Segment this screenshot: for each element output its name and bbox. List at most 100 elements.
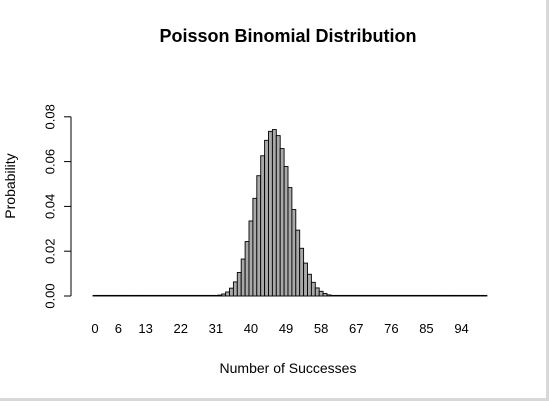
bar — [322, 293, 328, 297]
bar — [346, 294, 351, 297]
bar — [112, 294, 117, 297]
bar — [295, 229, 301, 297]
bar — [217, 294, 223, 297]
bar — [205, 294, 211, 297]
bar — [310, 281, 316, 297]
bar — [369, 294, 375, 297]
x-axis-label: Number of Successes — [220, 360, 357, 376]
bar — [400, 294, 406, 297]
bar — [240, 258, 246, 297]
chart-title: Poisson Binomial Distribution — [159, 26, 416, 46]
x-tick-label: 31 — [209, 321, 223, 336]
bar — [197, 294, 203, 297]
bar — [268, 130, 273, 297]
x-tick-label: 22 — [174, 321, 188, 336]
bar — [416, 294, 422, 297]
bar — [361, 294, 367, 297]
bar — [307, 273, 312, 297]
bar — [275, 135, 281, 297]
bar — [385, 294, 390, 297]
bar — [377, 294, 383, 297]
bar — [314, 287, 320, 297]
bar — [186, 294, 191, 297]
bar — [166, 294, 172, 297]
bar — [123, 294, 129, 297]
x-tick-label: 49 — [279, 321, 293, 336]
bar — [424, 294, 429, 297]
bar — [139, 294, 145, 297]
x-tick-label: 94 — [454, 321, 468, 336]
y-tick-label: 0.00 — [43, 283, 58, 308]
bar — [478, 294, 484, 297]
bar — [135, 294, 141, 297]
bar — [252, 197, 258, 297]
bar — [170, 294, 176, 297]
x-tick-label: 76 — [384, 321, 398, 336]
bar — [373, 294, 379, 297]
bar — [408, 294, 414, 297]
x-tick-label: 6 — [115, 321, 122, 336]
bar — [225, 291, 230, 297]
bar — [236, 272, 242, 297]
x-tick-label: 0 — [91, 321, 98, 336]
bar — [334, 294, 340, 297]
bar — [392, 294, 398, 297]
bar — [303, 262, 308, 297]
x-tick-label: 40 — [244, 321, 258, 336]
y-axis: 0.00 0.02 0.04 0.06 0.08 — [43, 104, 72, 309]
bar — [209, 294, 215, 297]
bar — [466, 294, 472, 297]
bar — [256, 175, 262, 297]
bar — [131, 294, 137, 297]
bar — [100, 294, 106, 297]
bar — [248, 220, 254, 297]
bar — [221, 293, 227, 297]
bar — [431, 294, 437, 297]
bar — [174, 294, 180, 297]
bar — [326, 294, 332, 297]
x-tick-label: 85 — [419, 321, 433, 336]
bar — [470, 294, 476, 297]
bar — [474, 294, 480, 297]
window-border-bottom — [0, 398, 549, 401]
x-axis-tick-labels: 0 6 13 22 31 40 49 58 67 76 85 94 — [91, 321, 468, 336]
bar — [193, 294, 199, 297]
bar — [143, 294, 149, 297]
bar — [96, 294, 102, 297]
bar — [349, 294, 355, 297]
bar — [427, 294, 433, 297]
bar — [162, 294, 168, 297]
bar — [283, 166, 289, 297]
bar — [201, 294, 207, 297]
bar — [420, 294, 425, 297]
bar — [299, 247, 305, 297]
y-tick-label: 0.02 — [43, 239, 58, 264]
bar — [190, 294, 195, 297]
bar — [435, 294, 441, 297]
bar — [232, 281, 238, 297]
bar — [482, 294, 488, 297]
y-axis-label: Probability — [2, 153, 18, 218]
bar — [365, 294, 371, 297]
bar — [287, 187, 293, 297]
y-tick-label: 0.08 — [43, 104, 58, 129]
bar — [463, 294, 468, 297]
bar — [396, 294, 402, 297]
bar — [115, 294, 121, 297]
bar — [127, 294, 133, 297]
bar — [330, 294, 336, 297]
bar — [158, 294, 164, 297]
bar — [381, 294, 386, 297]
bar — [151, 294, 156, 297]
bar — [229, 287, 234, 297]
bar — [279, 148, 285, 297]
bar — [104, 294, 110, 297]
x-tick-label: 58 — [314, 321, 328, 336]
bar — [342, 294, 347, 297]
bar — [455, 294, 461, 297]
bar — [357, 294, 363, 297]
x-tick-label: 13 — [138, 321, 152, 336]
bar — [213, 294, 219, 297]
